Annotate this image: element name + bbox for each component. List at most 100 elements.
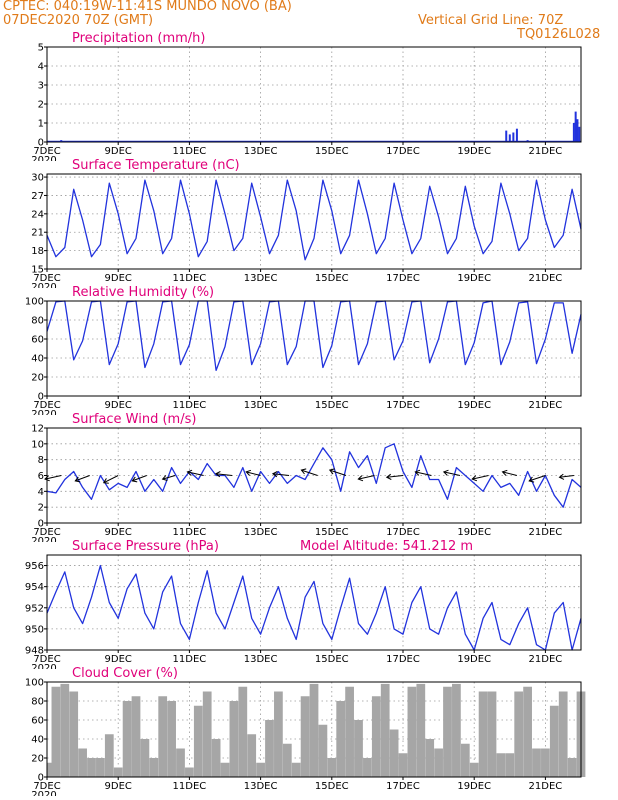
precip-bar: [515, 128, 518, 142]
x-tick-label: 17DEC: [386, 273, 420, 284]
y-tick-label: 20: [31, 373, 44, 384]
y-tick-label: 21: [31, 228, 44, 239]
y-tick-label: 4: [38, 62, 44, 73]
wind-arrow: [386, 475, 404, 478]
precip-bar: [574, 111, 577, 142]
y-tick-label: 8: [38, 455, 44, 466]
x-tick-label: 19DEC: [457, 146, 491, 157]
cloud-bar: [354, 720, 363, 777]
x-tick-label: 11DEC: [173, 781, 207, 792]
y-tick-label: 80: [31, 697, 44, 708]
pres-title: Surface Pressure (hPa): [72, 539, 219, 554]
cloud-bar: [460, 743, 470, 777]
temp-frame: [46, 173, 582, 270]
cloud-bar: [247, 734, 257, 777]
precip-panel: 0 1 2 3 4 5 7DEC 9DEC 11DEC 13DEC 15DEC 17DEC 19DEC 2…: [31, 31, 582, 161]
cloud-bar: [567, 758, 577, 777]
y-tick-label: 15: [31, 265, 44, 276]
y-tick-label: 956: [25, 561, 44, 572]
x-tick-label: 15DEC: [315, 146, 349, 157]
x-tick-label: 7DEC: [33, 654, 60, 665]
y-tick-label: 10: [31, 439, 44, 450]
x-tick-label: 9DEC: [105, 654, 132, 665]
x-tick-label: 15DEC: [315, 781, 349, 792]
wind-arrow-head: [442, 469, 449, 476]
x-tick-label: 19DEC: [457, 273, 491, 284]
x-tick-label: 7DEC: [33, 400, 60, 411]
wind-arrow-head: [385, 473, 392, 480]
y-tick-label: 60: [31, 335, 44, 346]
x-tick-label: 15DEC: [315, 654, 349, 665]
x-tick-label: 17DEC: [386, 781, 420, 792]
cloud-panel: 0 20 40 60 80 100 7DEC 9DEC 11DEC 13DEC 15DEC 17DEC…: [25, 666, 586, 796]
cloud-bar: [104, 734, 114, 777]
wind-arrow: [272, 473, 290, 476]
wind-arrow-head: [74, 476, 81, 483]
y-tick-label: 0: [38, 138, 44, 149]
wind-arrow: [415, 471, 432, 476]
header-grid-line: Vertical Grid Line: 70Z: [418, 13, 564, 28]
x-tick-label: 11DEC: [173, 273, 207, 284]
cloud-bar: [327, 758, 337, 777]
cloud-bar: [202, 691, 212, 777]
y-tick-label: 948: [25, 646, 44, 657]
precip-bar: [576, 119, 579, 142]
wind-arrow-head: [300, 468, 307, 475]
y-tick-label: 2: [38, 503, 44, 514]
y-tick-label: 3: [38, 81, 44, 92]
wind-arrow: [44, 475, 62, 480]
x-tick-label: 21DEC: [529, 273, 563, 284]
cloud-bar: [478, 691, 488, 777]
x-tick-label: 11DEC: [173, 527, 207, 538]
wind-arrow: [75, 475, 90, 482]
cloud-bar: [282, 743, 292, 777]
x-tick-label: 9DEC: [105, 781, 132, 792]
cloud-frame: [46, 681, 582, 778]
x-tick-label: 9DEC: [105, 527, 132, 538]
cloud-bar: [443, 686, 452, 777]
x-tick-label: 17DEC: [386, 654, 420, 665]
header-station: CPTEC: 040:19W-11:41S MUNDO NOVO (BA): [3, 0, 292, 14]
x-tick-label: 15DEC: [315, 273, 349, 284]
y-tick-label: 12: [31, 424, 44, 435]
cloud-bar: [238, 686, 248, 777]
y-tick-label: 954: [25, 582, 44, 593]
x-tick-label: 19DEC: [457, 654, 491, 665]
y-tick-label: 6: [38, 471, 44, 482]
wind-panel: 0 2 4 6 8 10 12 7DEC 9DEC 11DEC 13DEC 15DEC 17DEC 19D…: [31, 412, 582, 542]
cloud-bar: [69, 691, 79, 777]
cloud-bar: [336, 701, 346, 777]
y-tick-label: 27: [31, 191, 44, 202]
temp-series-line: [46, 179, 582, 261]
y-tick-label: 2: [38, 100, 44, 111]
wind-arrow-head: [245, 469, 252, 476]
wind-arrow-head: [328, 468, 335, 475]
x-tick-label: 13DEC: [244, 273, 278, 284]
cloud-bar: [158, 696, 168, 777]
cloud-bar: [140, 739, 150, 777]
cloud-bar: [371, 696, 381, 777]
y-tick-label: 950: [25, 624, 44, 635]
wind-arrow-head: [414, 469, 421, 476]
wind-arrow: [329, 469, 347, 476]
temp-panel: 15 18 21 24 27 30 7DEC 9DEC 11DEC 13DEC 15DEC 17DEC…: [31, 158, 582, 288]
x-tick-label: 19DEC: [457, 527, 491, 538]
x-tick-label: 19DEC: [457, 781, 491, 792]
wind-arrow: [246, 471, 261, 476]
cloud-bar: [309, 683, 319, 777]
cloud-bar: [300, 696, 310, 777]
x-tick-label: 17DEC: [386, 400, 420, 411]
y-tick-label: 0: [38, 392, 44, 403]
cloud-title: Cloud Cover (%): [72, 666, 178, 681]
rh-series-line: [46, 300, 582, 372]
wind-series-line: [46, 443, 582, 508]
cloud-bar: [541, 748, 550, 777]
wind-arrow-head: [471, 475, 478, 482]
wind-arrow-head: [186, 469, 193, 476]
x-tick-label: 11DEC: [173, 654, 207, 665]
x-tick-label: 7DEC: [33, 527, 60, 538]
wind-arrow: [529, 475, 546, 482]
cloud-bar: [193, 705, 203, 777]
header-date: 07DEC2020 70Z (GMT): [3, 13, 154, 28]
cloud-bar: [532, 748, 541, 777]
